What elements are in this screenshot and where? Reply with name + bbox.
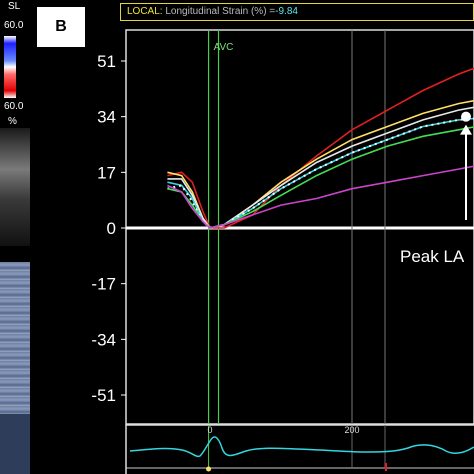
y-tick-label: -17	[91, 275, 116, 294]
peak-marker	[461, 111, 471, 122]
y-tick-label: -51	[91, 386, 116, 405]
strain-scale-label: SL	[8, 1, 21, 12]
ecg-yellow-marker	[206, 466, 212, 472]
strain-curve-3	[167, 106, 474, 229]
y-tick-label: 0	[107, 219, 116, 238]
m-mode-image	[0, 262, 30, 414]
peak-label: Peak LA	[400, 247, 465, 266]
m-mode-image-bottom	[0, 414, 30, 474]
strain-curve-5	[167, 117, 474, 230]
header-value: -9.84	[275, 6, 298, 17]
y-tick-label: 17	[97, 163, 116, 182]
strain-color-bar	[4, 36, 16, 98]
y-tick-label: -34	[91, 330, 116, 349]
left-image-strip: SL 60.0 60.0 %	[0, 0, 30, 474]
scale-unit: %	[8, 116, 17, 127]
strain-curve-4	[167, 117, 474, 229]
strain-curve-2	[167, 99, 474, 229]
strain-curve-1	[167, 67, 474, 229]
x-tick-label: 200	[344, 425, 359, 435]
x-tick-label: 0	[207, 425, 212, 435]
scale-top-value: 60.0	[4, 20, 24, 31]
y-tick-label: 51	[97, 52, 116, 71]
panel-label: B	[37, 7, 85, 47]
echo-image	[0, 128, 30, 246]
avc-label: AVC	[214, 42, 234, 53]
scale-bottom-value: 60.0	[4, 101, 24, 112]
peak-arrow-head	[460, 124, 472, 135]
ecg-trace	[129, 436, 474, 458]
header-measure: Longitudinal Strain (%) =	[165, 6, 276, 17]
y-tick-label: 34	[97, 108, 116, 127]
strain-curve-7	[167, 165, 474, 229]
header-mode: LOCAL:	[127, 6, 163, 17]
strain-curve-6	[167, 126, 474, 229]
